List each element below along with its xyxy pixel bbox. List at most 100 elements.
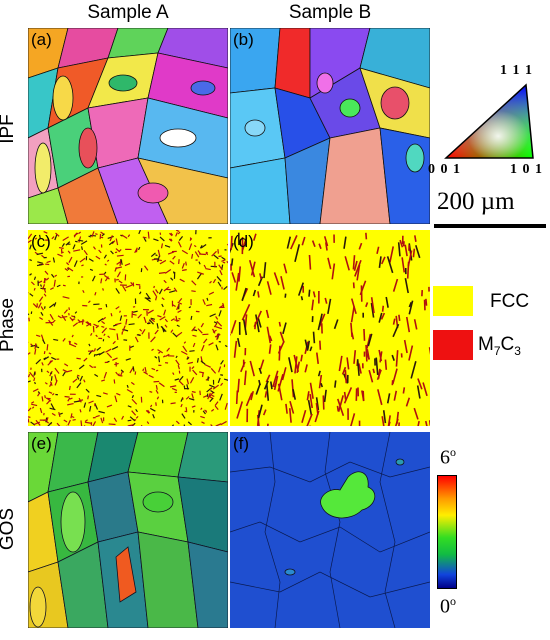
carbide-particle <box>213 323 218 328</box>
gos-map-sample-b <box>230 432 430 628</box>
carbide-particle <box>402 387 406 394</box>
carbide-particle <box>395 350 399 367</box>
carbide-particle <box>147 231 150 239</box>
carbide-particle <box>67 250 71 254</box>
carbide-particle <box>71 415 75 419</box>
carbide-particle <box>132 313 137 316</box>
carbide-particle <box>107 335 111 339</box>
carbide-particle <box>191 405 196 408</box>
gos-color-bar <box>437 475 457 589</box>
carbide-particle <box>33 287 36 291</box>
carbide-particle <box>250 391 255 401</box>
carbide-particle <box>101 233 105 237</box>
carbide-particle <box>107 235 114 240</box>
legend-swatch-fcc <box>433 286 473 316</box>
carbide-particle <box>118 249 122 253</box>
scale-bar-label: 200 µm <box>437 188 515 215</box>
carbide-particle <box>191 393 194 399</box>
carbide-particle <box>191 280 197 286</box>
carbide-particle <box>94 373 99 378</box>
carbide-particle <box>279 331 285 343</box>
carbide-particle <box>413 407 419 420</box>
carbide-particle <box>63 419 68 423</box>
carbide-particle <box>413 319 418 330</box>
carbide-particle <box>344 369 348 384</box>
carbide-particle <box>367 333 373 347</box>
carbide-particle <box>366 349 370 360</box>
ipf-key-label-101: 1 0 1 <box>510 162 543 177</box>
carbide-particle <box>392 278 399 292</box>
carbide-particle <box>212 329 217 333</box>
carbide-particle <box>164 318 168 323</box>
carbide-particle <box>37 261 44 264</box>
carbide-particle <box>125 318 128 325</box>
carbide-particle <box>282 322 287 335</box>
carbide-particle <box>76 357 81 360</box>
carbide-particle <box>144 265 149 271</box>
carbide-particle <box>122 285 127 292</box>
carbide-particle <box>233 340 238 358</box>
carbide-particle <box>175 232 178 237</box>
carbide-particle <box>121 234 128 239</box>
carbide-particle <box>179 278 185 283</box>
carbide-particle <box>309 394 314 409</box>
carbide-particle <box>82 289 85 294</box>
carbide-particle <box>255 314 260 333</box>
carbide-particle <box>147 309 154 314</box>
carbide-particle <box>187 361 194 365</box>
carbide-particle <box>79 257 86 263</box>
carbide-particle <box>49 407 56 411</box>
carbide-particle <box>45 263 50 266</box>
carbide-particle <box>53 279 56 287</box>
carbide-particle <box>392 368 398 385</box>
carbide-particle <box>177 365 180 370</box>
carbide-particle <box>95 255 101 260</box>
carbide-particle <box>185 261 187 266</box>
carbide-particle <box>272 370 279 388</box>
carbide-particle <box>131 398 138 405</box>
carbide-particle <box>294 244 301 263</box>
carbide-particle <box>176 324 180 328</box>
phase-map-sample-a <box>28 230 228 426</box>
carbide-particle <box>217 249 219 254</box>
carbide-particle <box>220 420 227 426</box>
carbide-particle <box>135 415 139 419</box>
panel-tag-f: (f) <box>233 434 250 453</box>
carbide-particle <box>74 342 78 346</box>
carbide-particle <box>156 259 163 262</box>
carbide-particle <box>159 236 165 242</box>
carbide-particle <box>103 333 106 337</box>
carbide-particle <box>67 402 74 406</box>
carbide-particle <box>160 243 164 249</box>
carbide-particle <box>258 379 261 386</box>
carbide-particle <box>309 382 314 399</box>
carbide-particle <box>163 279 167 284</box>
carbide-particle <box>343 236 347 249</box>
carbide-particle <box>164 269 172 274</box>
carbide-particle <box>49 303 55 309</box>
carbide-particle <box>50 403 55 410</box>
carbide-particle <box>194 251 200 258</box>
carbide-particle <box>88 400 94 404</box>
carbide-particle <box>230 235 233 250</box>
carbide-particle <box>213 254 219 260</box>
carbide-particle <box>191 390 196 393</box>
ipf-key-label-111: 1 1 1 <box>500 63 533 78</box>
carbide-particle <box>215 316 219 320</box>
carbide-particle <box>73 260 78 267</box>
carbide-particle <box>73 249 81 252</box>
carbide-particle <box>209 280 212 284</box>
carbide-particle <box>95 233 98 236</box>
carbide-particle <box>54 380 58 386</box>
carbide-particle <box>139 328 143 332</box>
carbide-particle <box>255 383 261 395</box>
carbide-particle <box>114 395 118 403</box>
carbide-particle <box>55 232 60 237</box>
carbide-particle <box>42 339 46 345</box>
carbide-particle <box>81 319 84 325</box>
carbide-particle <box>215 423 222 426</box>
carbide-particle <box>152 290 157 297</box>
carbide-particle <box>118 374 123 377</box>
carbide-particle <box>193 244 197 248</box>
carbide-particle <box>210 389 215 394</box>
